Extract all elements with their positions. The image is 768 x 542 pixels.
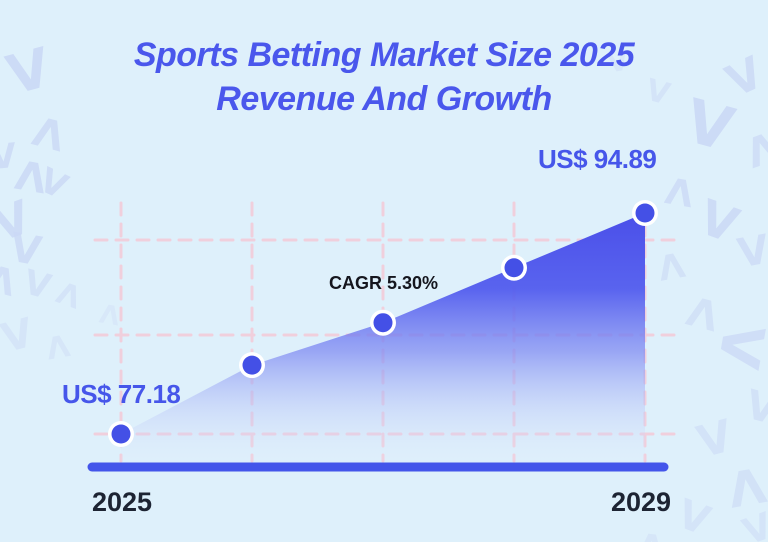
- title-line-2: Revenue And Growth: [216, 80, 552, 118]
- data-point-dot: [501, 254, 527, 281]
- data-point-dot: [370, 309, 396, 336]
- start-value-label: US$ 77.18: [62, 379, 181, 409]
- dot-layer: [108, 200, 658, 447]
- title-line-1: Sports Betting Market Size 2025: [133, 36, 635, 74]
- data-point-dot: [239, 352, 265, 379]
- data-point-dot: [632, 200, 658, 226]
- x-tick-year-end: 2029: [611, 487, 672, 517]
- cagr-annotation: CAGR 5.30%: [329, 273, 439, 293]
- page-title: Sports Betting Market Size 2025 Revenue …: [0, 33, 768, 121]
- x-tick-year-start: 2025: [92, 487, 153, 517]
- end-value-label: US$ 94.89: [538, 144, 657, 174]
- data-point-dot: [108, 421, 134, 447]
